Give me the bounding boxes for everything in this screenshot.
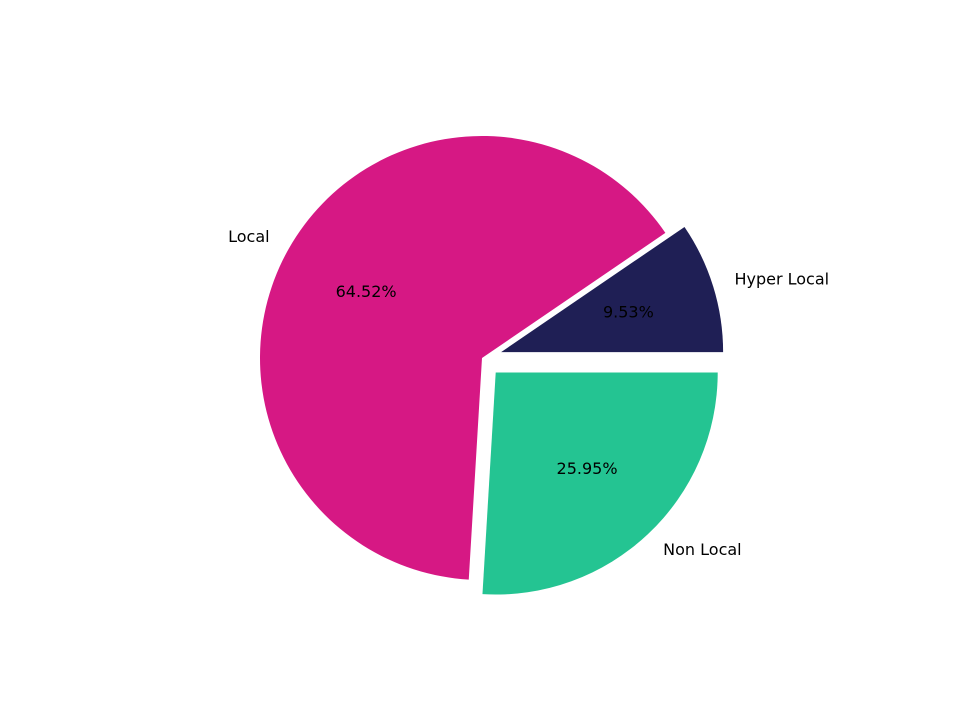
slice-label: Local [228,227,269,246]
percent-label: 9.53% [603,302,654,321]
slice-label: Non Local [663,540,741,559]
percent-label: 64.52% [336,282,397,301]
pie-slice [501,226,724,353]
pie-slice [259,136,666,580]
slice-label: Hyper Local [734,270,829,289]
percent-label: 25.95% [557,459,618,478]
pie-slice [482,372,718,595]
